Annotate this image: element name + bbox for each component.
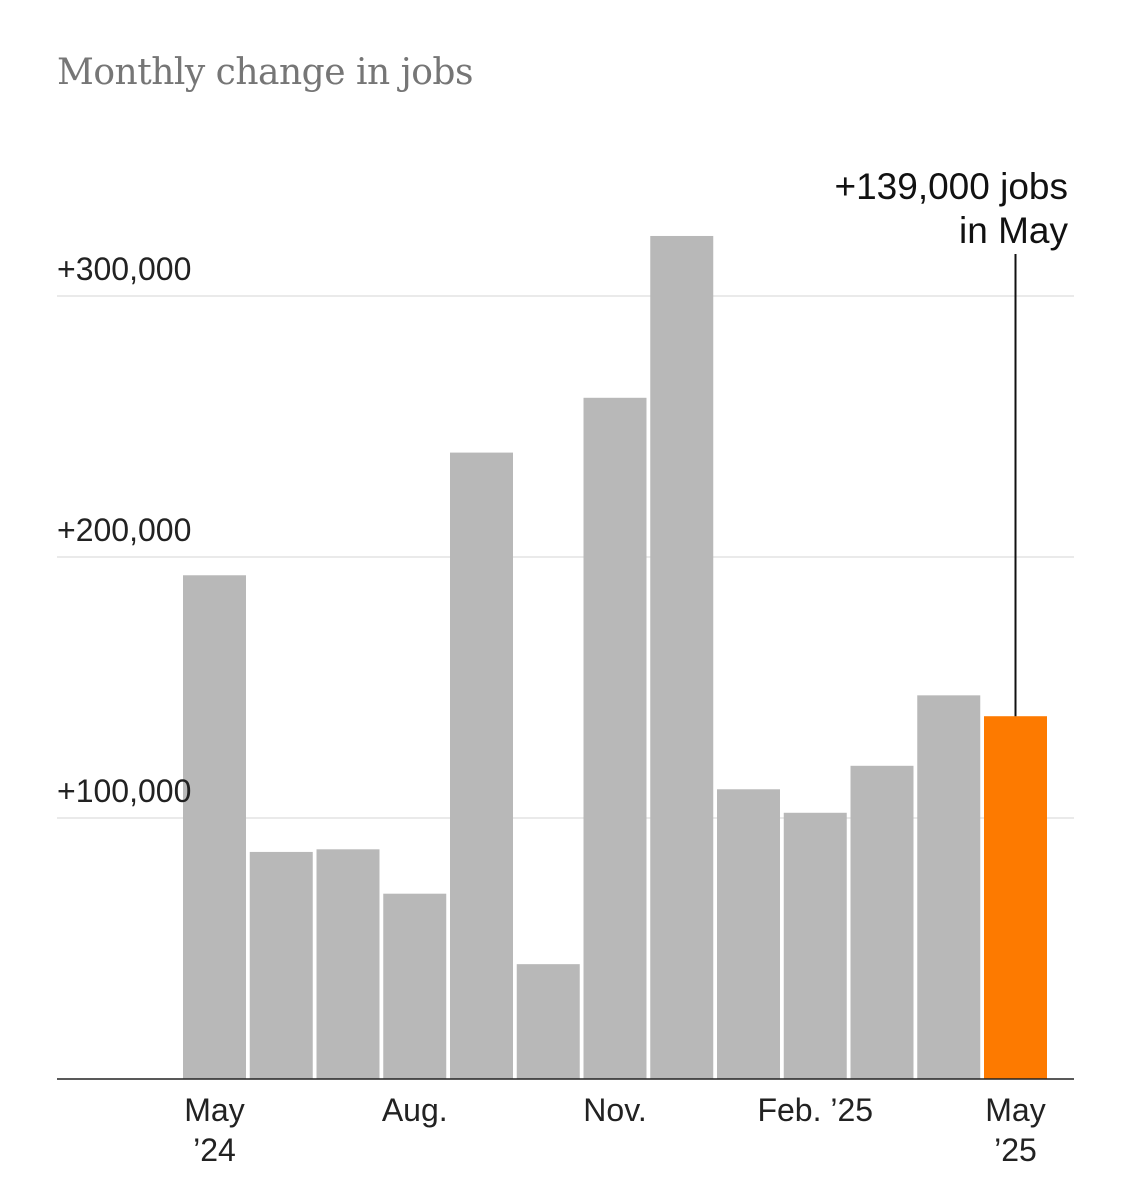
y-tick-label: +300,000	[57, 251, 191, 287]
bar	[316, 849, 380, 1079]
bar	[917, 695, 981, 1079]
annotation-label: in May	[959, 210, 1068, 251]
x-tick-label: May	[184, 1092, 244, 1128]
labels: +100,000 +200,000 +300,000 May ’24 Aug. Nov. Fe…	[57, 251, 1046, 1168]
x-tick-label: ’24	[193, 1132, 236, 1168]
bar	[450, 452, 513, 1080]
x-tick-label: Feb. ’25	[757, 1092, 873, 1128]
bar	[850, 765, 914, 1079]
x-tick-label: May	[985, 1092, 1045, 1128]
x-tick-label: Nov.	[583, 1092, 646, 1128]
chart-title: Monthly change in jobs	[57, 52, 473, 93]
bars	[183, 235, 1047, 1080]
y-tick-label: +100,000	[57, 773, 191, 809]
bar	[583, 397, 647, 1079]
x-tick-label: ’25	[994, 1132, 1037, 1168]
x-tick-label: Aug.	[382, 1092, 448, 1128]
bar	[650, 235, 714, 1080]
bar-highlight	[984, 716, 1047, 1079]
bar	[717, 789, 780, 1079]
bar	[383, 893, 447, 1079]
bar	[249, 851, 313, 1079]
bar	[183, 575, 246, 1079]
annotation-label: +139,000 jobs	[834, 166, 1068, 207]
y-tick-label: +200,000	[57, 512, 191, 548]
bar	[783, 812, 847, 1079]
bar	[516, 964, 580, 1079]
